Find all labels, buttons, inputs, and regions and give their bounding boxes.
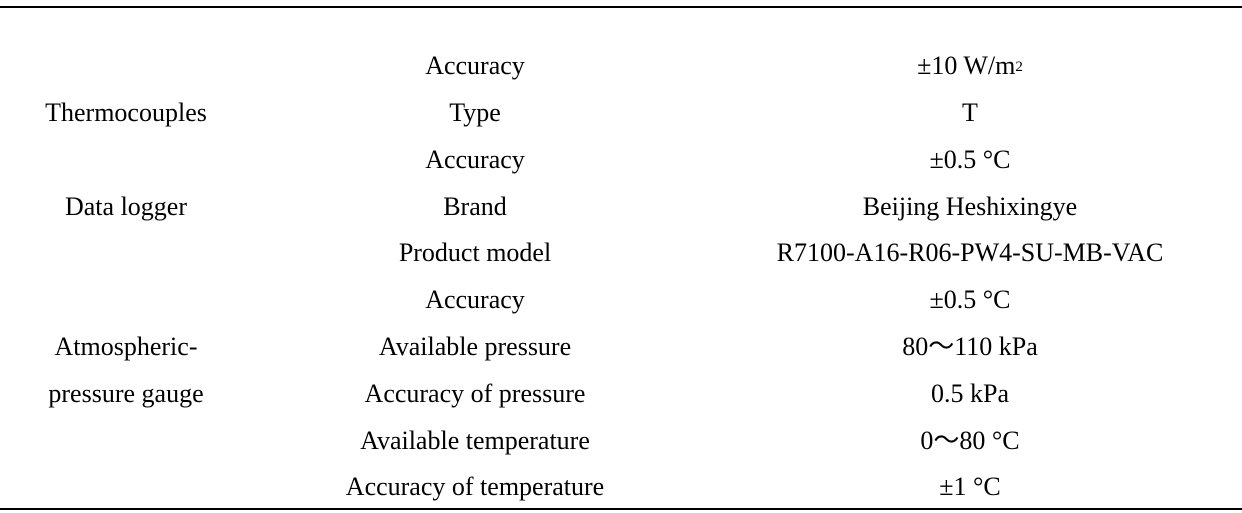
table-top-rule <box>0 6 1242 8</box>
parameter-cell: Accuracy of pressure <box>364 379 586 408</box>
parameter-cell: Available temperature <box>360 426 590 455</box>
group-label-data-logger: Data logger <box>64 192 187 221</box>
group-label-thermocouples: Thermocouples <box>45 98 207 127</box>
value-cell: T <box>962 98 978 127</box>
parameter-cell: Available pressure <box>378 332 572 361</box>
value-text: ±10 W/m <box>917 51 1016 80</box>
value-cell: 0.5 kPa <box>931 379 1009 408</box>
value-cell: ±0.5 °C <box>929 145 1011 174</box>
parameter-cell: Accuracy <box>425 285 525 314</box>
table-bottom-rule <box>0 508 1242 510</box>
group-label-pressure-gauge-line1: Atmospheric- <box>54 332 198 361</box>
parameter-cell: Brand <box>443 192 507 221</box>
value-superscript: 2 <box>1015 59 1023 75</box>
parameter-cell: Accuracy <box>425 51 525 80</box>
parameter-cell: Type <box>449 98 501 127</box>
value-cell: 0～80 °C <box>920 426 1020 455</box>
parameter-cell: Product model <box>398 238 552 267</box>
group-label-pressure-gauge-line2: pressure gauge <box>48 379 204 408</box>
value-cell: R7100-A16-R06-PW4-SU-MB-VAC <box>776 238 1164 267</box>
value-cell: 80～110 kPa <box>902 332 1038 361</box>
value-cell: Beijing Heshixingye <box>862 192 1078 221</box>
value-cell: ±1 °C <box>939 472 1001 501</box>
parameter-cell: Accuracy of temperature <box>345 472 605 501</box>
value-cell: ±0.5 °C <box>929 285 1011 314</box>
value-cell: ±10 W/m2 <box>698 46 1242 86</box>
parameter-cell: Accuracy <box>425 145 525 174</box>
